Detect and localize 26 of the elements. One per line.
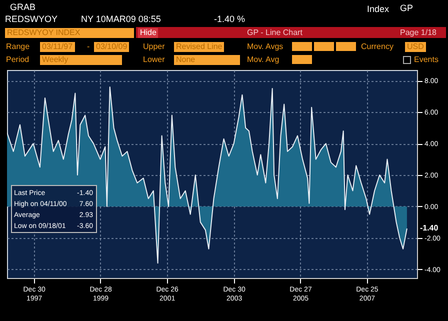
text: Lower: [143, 55, 165, 65]
text: -1.40 %: [214, 14, 246, 24]
text: GP - Line Chart: [247, 28, 302, 38]
text: Period: [6, 55, 30, 65]
text: GRAB: [10, 2, 36, 12]
text: Index: [367, 4, 390, 14]
text: Hide: [138, 28, 158, 38]
text: Mov. Avg: [247, 55, 280, 65]
text: USD: [405, 42, 426, 52]
text: REDSWYOY: [5, 14, 58, 24]
text: REDSWYOY INDEX: [5, 28, 134, 38]
text: Events: [414, 55, 438, 65]
text: GP: [400, 3, 414, 13]
text: None: [174, 55, 240, 65]
text: -: [87, 42, 90, 52]
text: Revised Line: [174, 42, 224, 52]
text: 03/11/97: [40, 42, 75, 52]
text: Currency: [361, 42, 394, 52]
text: Mov. Avgs: [247, 42, 284, 52]
text: NY 10MAR09 08:55: [81, 14, 161, 24]
text: Upper: [143, 42, 165, 52]
annotation: -1.40: [420, 223, 439, 232]
text: Range: [6, 42, 30, 52]
text: Weekly: [40, 55, 122, 65]
text: Page 1/18: [400, 28, 436, 38]
text: 03/10/09: [94, 42, 130, 52]
